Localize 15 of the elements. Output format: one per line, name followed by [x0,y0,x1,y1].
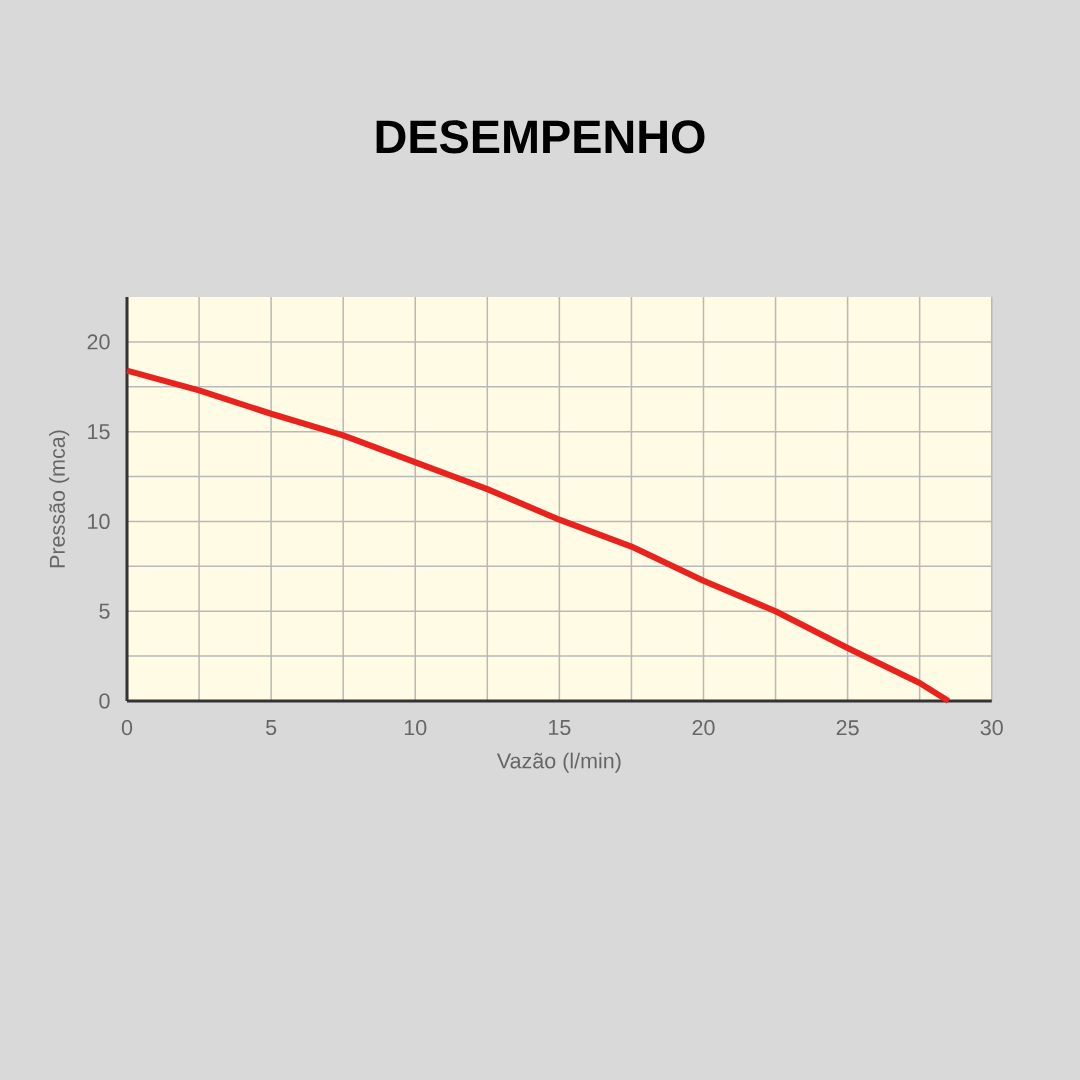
y-tick-label: 5 [99,603,110,619]
y-tick-label: 10 [88,513,110,530]
x-tick-label: 0 [121,720,133,736]
x-tick-label: 30 [980,720,1003,736]
y-tick-label: 0 [99,693,110,709]
x-tick-label: 10 [404,720,427,736]
chart-title: DESEMPENHO [376,120,705,154]
y-axis-title: Pressão (mca) [49,430,70,568]
x-axis-title: Vazão (l/min) [496,752,621,773]
x-tick-label: 5 [266,720,277,736]
y-tick-label: 20 [87,334,110,350]
y-tick-label: 15 [88,424,110,440]
x-tick-label: 20 [692,720,715,736]
x-tick-label: 15 [549,720,571,736]
x-tick-label: 25 [836,720,859,736]
